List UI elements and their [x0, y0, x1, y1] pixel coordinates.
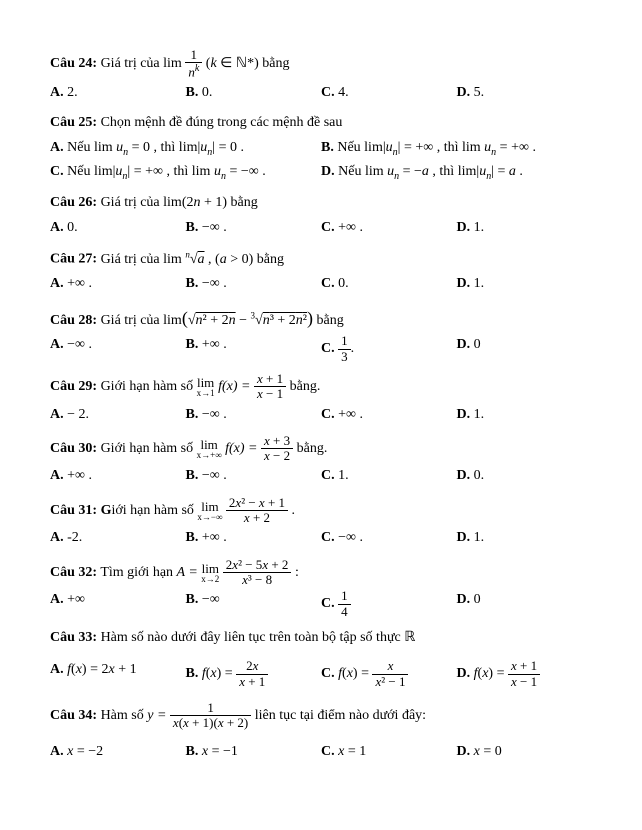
q25-opt-b: B. Nếu lim|un| = +∞ , thì lim un = +∞ .	[321, 137, 592, 161]
q31-options: A. -2. B. +∞ . C. −∞ . D. 1.	[50, 527, 592, 549]
q31-opt-c: C. −∞ .	[321, 527, 457, 549]
q32-prompt: Tìm giới hạn A = limx→2 2x² − 5x + 2x³ −…	[100, 565, 299, 580]
q31-opt-a: A. -2.	[50, 527, 186, 549]
q28-prompt: Giá trị của lim(√n² + 2n − 3√n³ + 2n²) b…	[101, 313, 344, 328]
q26-options: A. 0. B. −∞ . C. +∞ . D. 1.	[50, 217, 592, 239]
q24-opt-b: B. 0.	[186, 82, 322, 104]
q26-opt-a: A. 0.	[50, 217, 186, 239]
q29-opt-d: D. 1.	[457, 404, 593, 426]
q34-opt-b: B. x = −1	[186, 741, 322, 763]
q30-options: A. +∞ . B. −∞ . C. 1. D. 0.	[50, 465, 592, 487]
q33-opt-c: C. f(x) = xx² − 1	[321, 659, 457, 689]
q32-opt-b: B. −∞	[186, 589, 322, 619]
question-30: Câu 30: Giới hạn hàm số limx→+∞ f(x) = x…	[50, 434, 592, 464]
q24-prompt: Giá trị của lim 1nk (k ∈ ℕ*) bằng	[101, 56, 290, 71]
q34-options: A. x = −2 B. x = −1 C. x = 1 D. x = 0	[50, 741, 592, 763]
q29-options: A. − 2. B. −∞ . C. +∞ . D. 1.	[50, 404, 592, 426]
q27-opt-d: D. 1.	[457, 273, 593, 295]
q28-options: A. −∞ . B. +∞ . C. 13. D. 0	[50, 334, 592, 364]
question-29: Câu 29: Giới hạn hàm số limx→1 f(x) = x …	[50, 372, 592, 402]
q28-opt-b: B. +∞ .	[186, 334, 322, 364]
q26-opt-c: C. +∞ .	[321, 217, 457, 239]
q30-opt-c: C. 1.	[321, 465, 457, 487]
question-28: Câu 28: Giá trị của lim(√n² + 2n − 3√n³ …	[50, 304, 592, 333]
question-34: Câu 34: Hàm số y = 1x(x + 1)(x + 2) liên…	[50, 701, 592, 731]
q31-prompt: Giới hạn hàm số limx→−∞ 2x² − x + 1x + 2…	[101, 503, 295, 518]
q33-opt-d: D. f(x) = x + 1x − 1	[457, 659, 593, 689]
q29-opt-c: C. +∞ .	[321, 404, 457, 426]
q31-opt-d: D. 1.	[457, 527, 593, 549]
q31-opt-b: B. +∞ .	[186, 527, 322, 549]
question-27: Câu 27: Giá trị của lim n√a , (a > 0) bằ…	[50, 247, 592, 271]
q34-opt-c: C. x = 1	[321, 741, 457, 763]
q26-prompt: Giá trị của lim(2n + 1) bằng	[101, 195, 258, 210]
q24-options: A. 2. B. 0. C. 4. D. 5.	[50, 82, 592, 104]
q34-opt-d: D. x = 0	[457, 741, 593, 763]
q30-label: Câu 30:	[50, 441, 97, 456]
q26-label: Câu 26:	[50, 195, 97, 210]
q29-label: Câu 29:	[50, 379, 97, 394]
q24-opt-d: D. 5.	[457, 82, 593, 104]
q33-opt-b: B. f(x) = 2xx + 1	[186, 659, 322, 689]
question-31: Câu 31: Giới hạn hàm số limx→−∞ 2x² − x …	[50, 496, 592, 526]
question-24: Câu 24: Giá trị của lim 1nk (k ∈ ℕ*) bằn…	[50, 48, 592, 80]
q27-prompt: Giá trị của lim n√a , (a > 0) bằng	[101, 252, 284, 267]
q28-label: Câu 28:	[50, 313, 97, 328]
q25-opt-c: C. Nếu lim|un| = +∞ , thì lim un = −∞ .	[50, 161, 321, 185]
q33-opt-a: A. f(x) = 2x + 1	[50, 659, 186, 689]
q31-label: Câu 31:	[50, 503, 97, 518]
q25-options: A. Nếu lim un = 0 , thì lim|un| = 0 . B.…	[50, 137, 592, 185]
question-25: Câu 25: Chọn mệnh đề đúng trong các mệnh…	[50, 112, 592, 134]
q25-label: Câu 25:	[50, 115, 97, 130]
q27-opt-a: A. +∞ .	[50, 273, 186, 295]
q30-prompt: Giới hạn hàm số limx→+∞ f(x) = x + 3x − …	[101, 441, 328, 456]
q28-opt-d: D. 0	[457, 334, 593, 364]
q29-opt-a: A. − 2.	[50, 404, 186, 426]
q24-label: Câu 24:	[50, 56, 97, 71]
q33-options: A. f(x) = 2x + 1 B. f(x) = 2xx + 1 C. f(…	[50, 659, 592, 689]
question-32: Câu 32: Tìm giới hạn A = limx→2 2x² − 5x…	[50, 558, 592, 588]
q30-opt-d: D. 0.	[457, 465, 593, 487]
q28-opt-c: C. 13.	[321, 334, 457, 364]
q32-opt-a: A. +∞	[50, 589, 186, 619]
q32-label: Câu 32:	[50, 565, 97, 580]
question-33: Câu 33: Hàm số nào dưới đây liên tục trê…	[50, 627, 592, 649]
q30-opt-a: A. +∞ .	[50, 465, 186, 487]
q24-opt-a: A. 2.	[50, 82, 186, 104]
q32-opt-d: D. 0	[457, 589, 593, 619]
q29-opt-b: B. −∞ .	[186, 404, 322, 426]
q27-opt-c: C. 0.	[321, 273, 457, 295]
q25-opt-d: D. Nếu lim un = −a , thì lim|un| = a .	[321, 161, 592, 185]
q26-opt-d: D. 1.	[457, 217, 593, 239]
q24-opt-c: C. 4.	[321, 82, 457, 104]
question-26: Câu 26: Giá trị của lim(2n + 1) bằng	[50, 192, 592, 214]
q32-options: A. +∞ B. −∞ C. 14 D. 0	[50, 589, 592, 619]
q27-options: A. +∞ . B. −∞ . C. 0. D. 1.	[50, 273, 592, 295]
q34-opt-a: A. x = −2	[50, 741, 186, 763]
q27-opt-b: B. −∞ .	[186, 273, 322, 295]
q33-label: Câu 33:	[50, 630, 97, 645]
q34-label: Câu 34:	[50, 708, 97, 723]
q26-opt-b: B. −∞ .	[186, 217, 322, 239]
q28-opt-a: A. −∞ .	[50, 334, 186, 364]
q25-prompt: Chọn mệnh đề đúng trong các mệnh đề sau	[101, 115, 343, 130]
q33-prompt: Hàm số nào dưới đây liên tục trên toàn b…	[101, 630, 416, 645]
q34-prompt: Hàm số y = 1x(x + 1)(x + 2) liên tục tại…	[101, 708, 426, 723]
q32-opt-c: C. 14	[321, 589, 457, 619]
q30-opt-b: B. −∞ .	[186, 465, 322, 487]
q25-opt-a: A. Nếu lim un = 0 , thì lim|un| = 0 .	[50, 137, 321, 161]
q27-label: Câu 27:	[50, 252, 97, 267]
q29-prompt: Giới hạn hàm số limx→1 f(x) = x + 1x − 1…	[101, 379, 321, 394]
